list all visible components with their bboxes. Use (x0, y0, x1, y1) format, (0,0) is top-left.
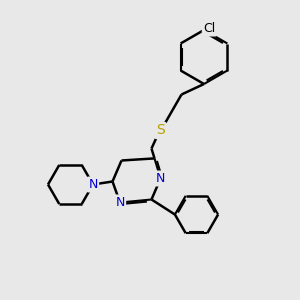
Text: Cl: Cl (203, 22, 215, 35)
Text: N: N (115, 196, 125, 209)
Text: N: N (156, 172, 165, 185)
Text: N: N (88, 178, 98, 191)
Text: S: S (156, 124, 165, 137)
